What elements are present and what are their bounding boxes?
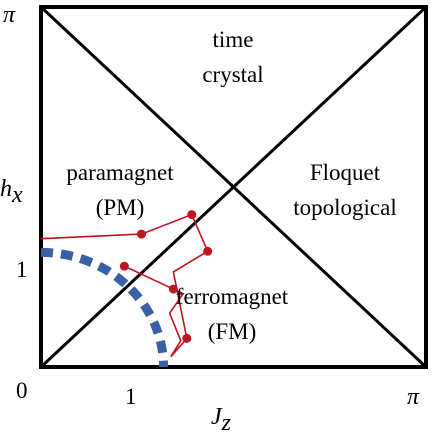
region-time-label: time	[213, 27, 254, 52]
y-tick-one: 1	[16, 257, 28, 282]
x-tick-pi: π	[407, 384, 420, 410]
trajectory	[40, 210, 213, 358]
x-axis-label: Jz	[211, 404, 232, 433]
region-topological-label: topological	[293, 195, 396, 220]
y-axis-label: hx	[0, 176, 23, 208]
region-paramagnet-label: paramagnet	[66, 160, 174, 185]
region-fm-label: (FM)	[208, 319, 257, 344]
diagonal-line-2	[39, 5, 428, 369]
trajectory-point-3	[203, 246, 213, 256]
region-crystal-label: crystal	[202, 62, 263, 87]
trajectory-point-5	[182, 333, 192, 343]
y-tick-pi: π	[3, 2, 16, 28]
origin-tick: 0	[16, 378, 28, 403]
trajectory-point-1	[136, 229, 146, 239]
trajectory-point-4	[168, 284, 178, 294]
plot-frame	[39, 5, 428, 369]
x-tick-one: 1	[125, 384, 137, 409]
diagonal-lines	[39, 5, 428, 369]
region-ferromagnet-label: ferromagnet	[176, 284, 289, 309]
trajectory-point-6	[119, 261, 129, 271]
region-pm-label: (PM)	[96, 195, 145, 220]
region-floquet-label: Floquet	[310, 160, 381, 185]
trajectory-point-2	[187, 210, 197, 220]
